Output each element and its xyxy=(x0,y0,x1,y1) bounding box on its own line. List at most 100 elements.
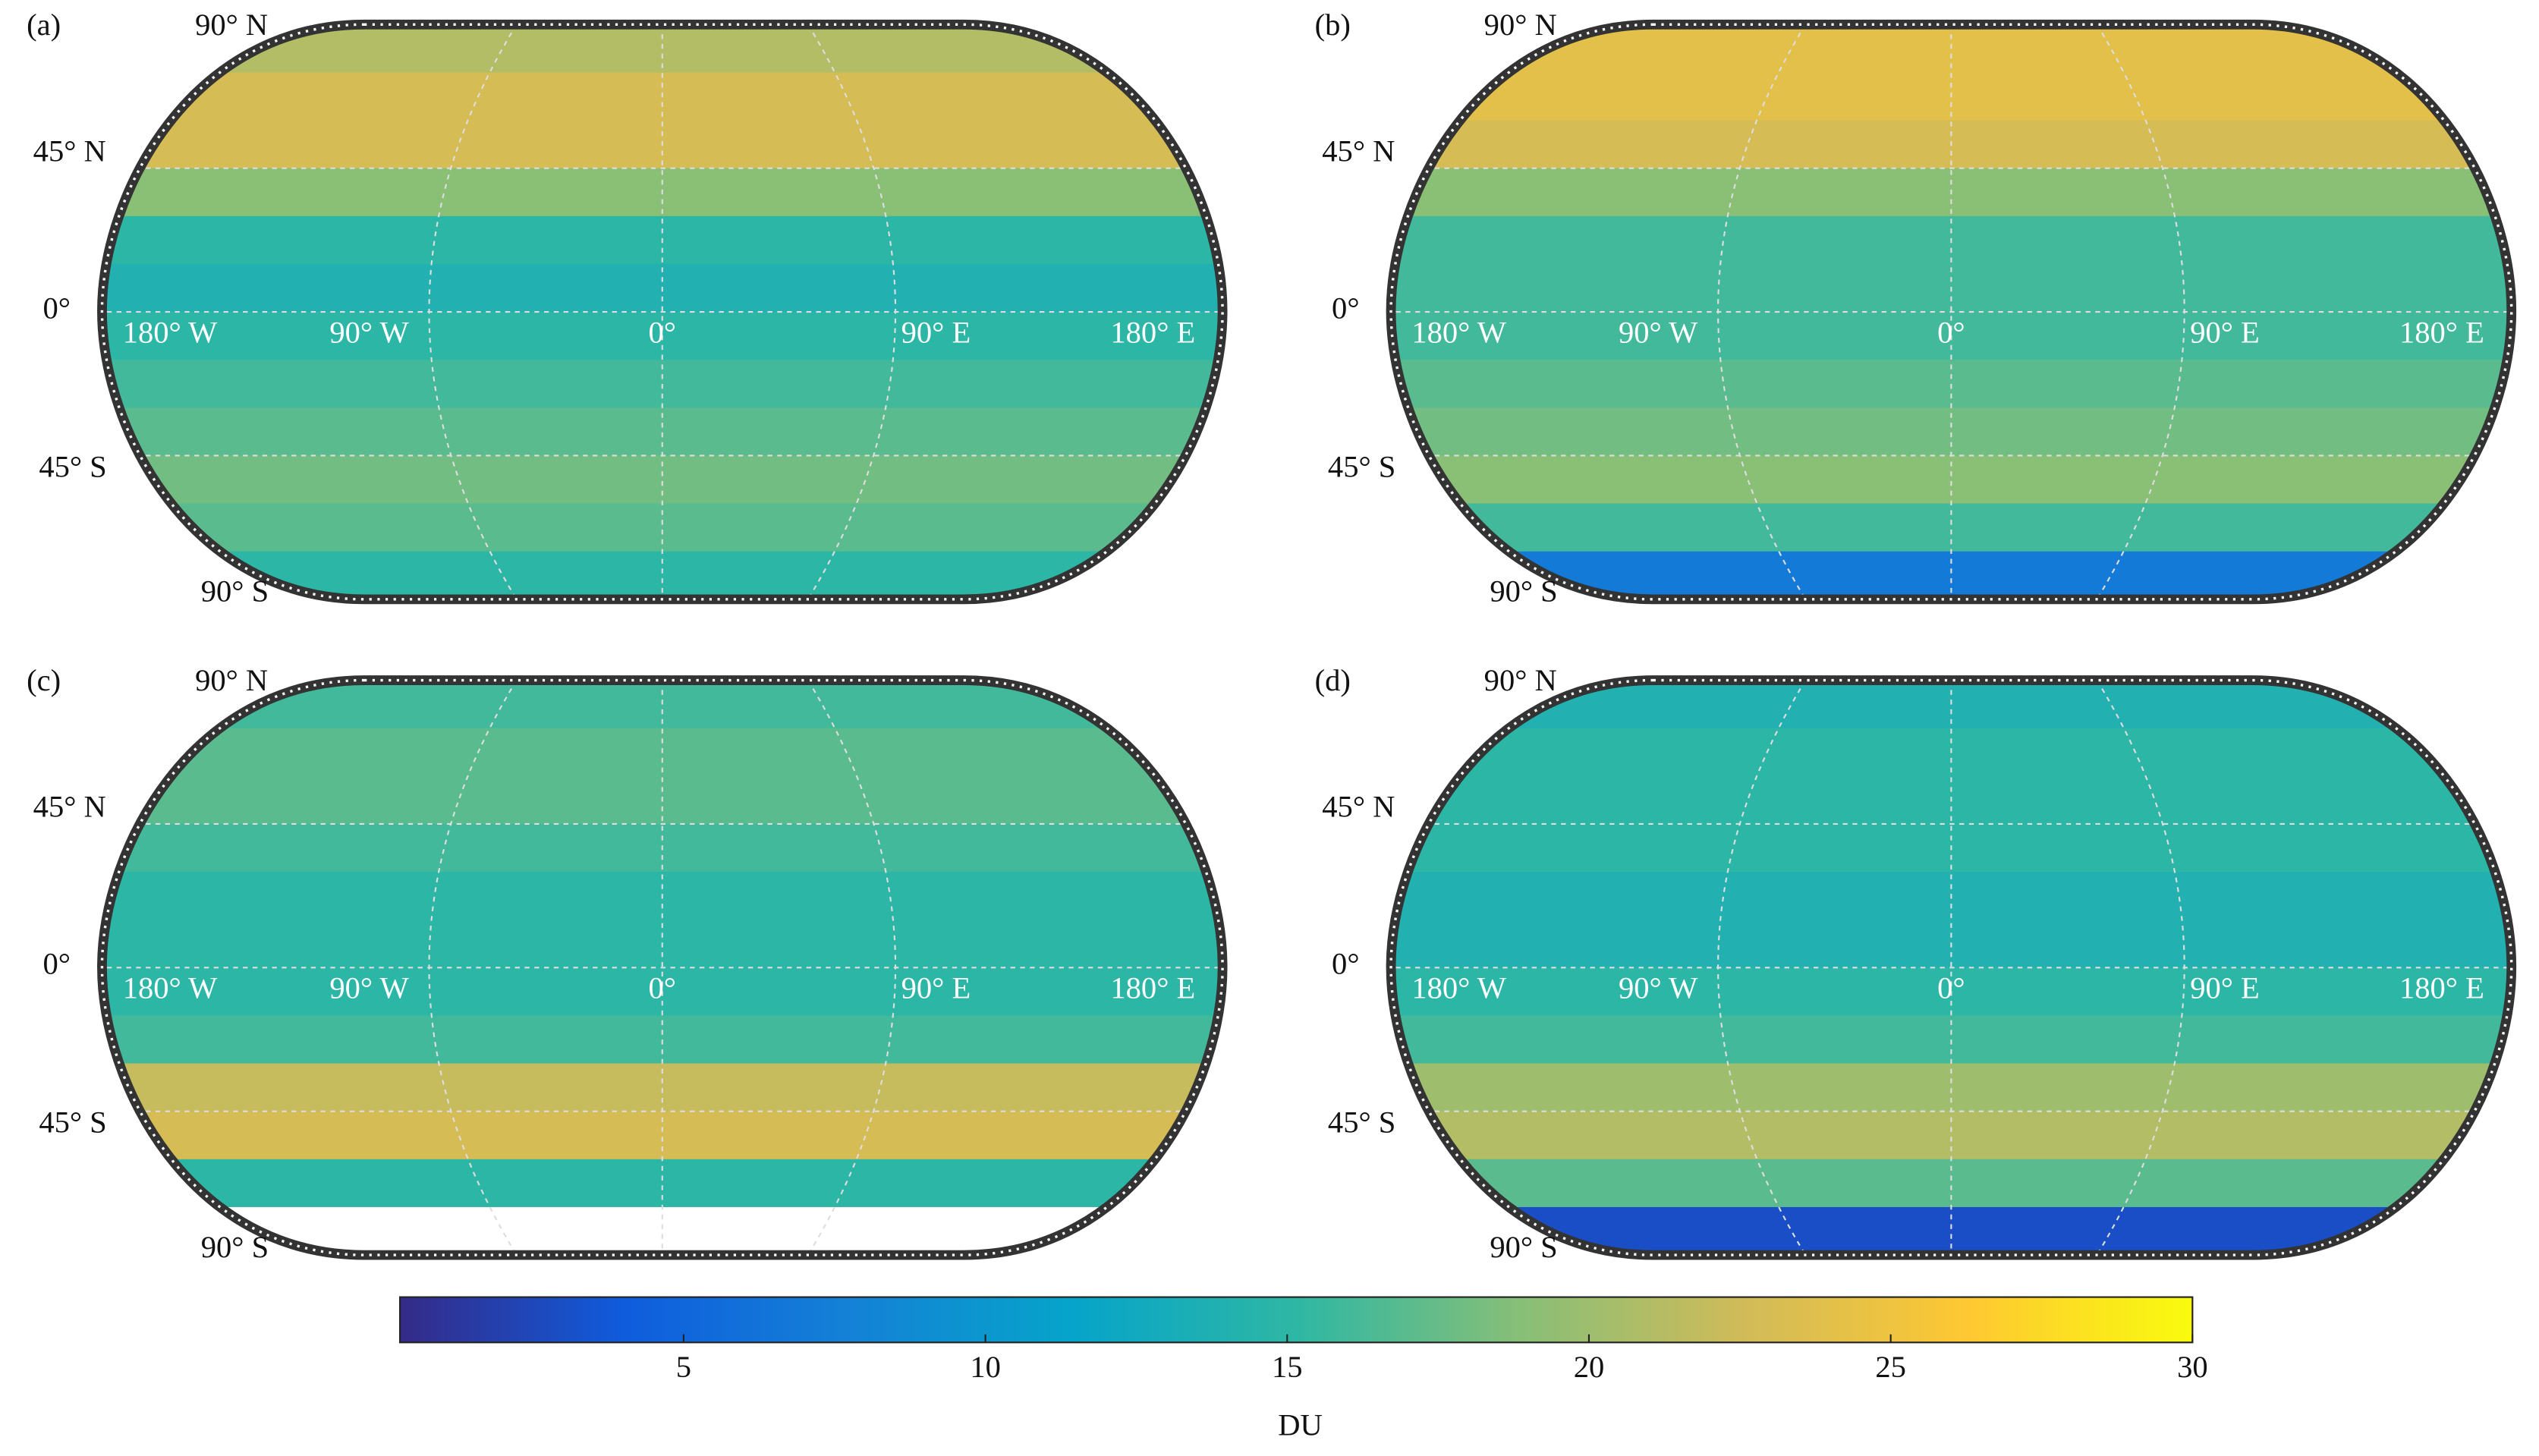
graticule xyxy=(2096,24,2185,599)
zonal-band xyxy=(1391,72,2512,121)
lon-label: 180° E xyxy=(2399,315,2484,349)
zonal-band xyxy=(102,920,1223,969)
graticule xyxy=(428,24,518,599)
graticule xyxy=(807,680,897,1256)
zonal-band xyxy=(102,1015,1223,1064)
lon-label: 90° E xyxy=(2190,971,2260,1005)
zonal-band xyxy=(102,775,1223,825)
lat-label: 45° S xyxy=(39,1105,106,1140)
lat-label: 90° S xyxy=(1490,574,1557,609)
lat-label: 45° N xyxy=(33,134,106,168)
lon-label: 180° E xyxy=(1110,315,1195,349)
lon-label: 90° E xyxy=(2190,315,2260,349)
zonal-band xyxy=(1391,775,2512,825)
lon-label: 90° W xyxy=(329,971,409,1005)
lon-label: 0° xyxy=(649,971,676,1005)
zonal-band xyxy=(102,1063,1223,1112)
graticule xyxy=(428,680,518,1256)
zonal-band xyxy=(1391,920,2512,969)
lat-label: 0° xyxy=(42,291,70,325)
colorbar-tick-label: 25 xyxy=(1875,1350,1906,1384)
zonal-band xyxy=(102,455,1223,505)
lat-label: 90° S xyxy=(201,1230,269,1264)
lon-label: 0° xyxy=(1937,971,1965,1005)
zonal-band xyxy=(1391,215,2512,266)
zonal-band xyxy=(1391,120,2512,169)
panel-label: (d) xyxy=(1315,663,1351,697)
graticule xyxy=(2096,680,2185,1256)
zonal-band xyxy=(1391,168,2512,217)
lon-label: 180° W xyxy=(1411,315,1506,349)
map-panel xyxy=(102,680,1223,1256)
colorbar-tick-label: 5 xyxy=(676,1350,691,1384)
zonal-band xyxy=(1391,823,2512,873)
zonal-band xyxy=(102,872,1223,921)
panel-label: (b) xyxy=(1315,8,1351,42)
lat-label: 45° S xyxy=(1328,1105,1395,1140)
map-frame-dots xyxy=(100,678,1224,1256)
zonal-band xyxy=(1391,872,2512,921)
map-frame-dots xyxy=(1389,23,2513,601)
lon-label: 180° W xyxy=(123,315,218,349)
lat-label: 45° N xyxy=(33,790,106,824)
lon-label: 0° xyxy=(649,315,676,349)
lat-label: 90° S xyxy=(1490,1230,1557,1264)
lon-label: 90° E xyxy=(901,971,971,1005)
lat-label: 90° N xyxy=(1484,663,1557,697)
graticule xyxy=(807,24,897,599)
lon-label: 90° W xyxy=(1619,315,1698,349)
lat-label: 90° S xyxy=(201,574,269,609)
lat-label: 90° N xyxy=(195,663,268,697)
lat-label: 0° xyxy=(42,947,70,981)
lon-label: 180° W xyxy=(1411,971,1506,1005)
zonal-band xyxy=(102,823,1223,873)
lat-label: 0° xyxy=(1332,947,1359,981)
zonal-band xyxy=(102,728,1223,777)
panel-label: (a) xyxy=(27,8,61,42)
map-frame-dots xyxy=(1389,678,2513,1256)
colorbar-label: DU xyxy=(1278,1408,1323,1442)
zonal-band xyxy=(1391,1111,2512,1160)
panel-label: (c) xyxy=(27,663,61,697)
zonal-band xyxy=(1391,360,2512,409)
lat-label: 90° N xyxy=(195,8,268,42)
graticule xyxy=(1717,680,1807,1256)
lat-label: 90° N xyxy=(1484,8,1557,42)
zonal-band xyxy=(1391,1159,2512,1209)
zonal-band xyxy=(1391,1063,2512,1112)
lon-label: 180° E xyxy=(1110,971,1195,1005)
zonal-band xyxy=(102,360,1223,409)
zonal-band xyxy=(102,168,1223,217)
zonal-band xyxy=(102,72,1223,121)
zonal-band xyxy=(102,1159,1223,1209)
map-frame-dots xyxy=(100,23,1224,601)
lon-label: 180° W xyxy=(123,971,218,1005)
lat-label: 45° N xyxy=(1322,134,1395,168)
colorbar-tick-label: 20 xyxy=(1574,1350,1605,1384)
colorbar xyxy=(399,1296,2194,1344)
zonal-band xyxy=(102,263,1223,313)
lon-label: 90° E xyxy=(901,315,971,349)
map-panel xyxy=(102,24,1223,599)
lon-label: 90° W xyxy=(1619,971,1698,1005)
map-panel xyxy=(1391,680,2512,1256)
zonal-band xyxy=(102,120,1223,169)
zonal-band xyxy=(1391,503,2512,552)
lon-label: 180° E xyxy=(2399,971,2484,1005)
lat-label: 0° xyxy=(1332,291,1359,325)
colorbar-tick-label: 30 xyxy=(2177,1350,2208,1384)
colorbar-tick-label: 10 xyxy=(970,1350,1001,1384)
colorbar-tick-label: 15 xyxy=(1272,1350,1303,1384)
lon-label: 0° xyxy=(1937,315,1965,349)
lat-label: 45° N xyxy=(1322,790,1395,824)
lat-label: 45° S xyxy=(1328,449,1395,483)
zonal-band xyxy=(1391,455,2512,505)
zonal-band xyxy=(102,407,1223,457)
map-panel xyxy=(1391,24,2512,599)
zonal-band xyxy=(102,503,1223,552)
lat-label: 45° S xyxy=(39,449,106,483)
lon-label: 90° W xyxy=(329,315,409,349)
zonal-band xyxy=(1391,728,2512,777)
